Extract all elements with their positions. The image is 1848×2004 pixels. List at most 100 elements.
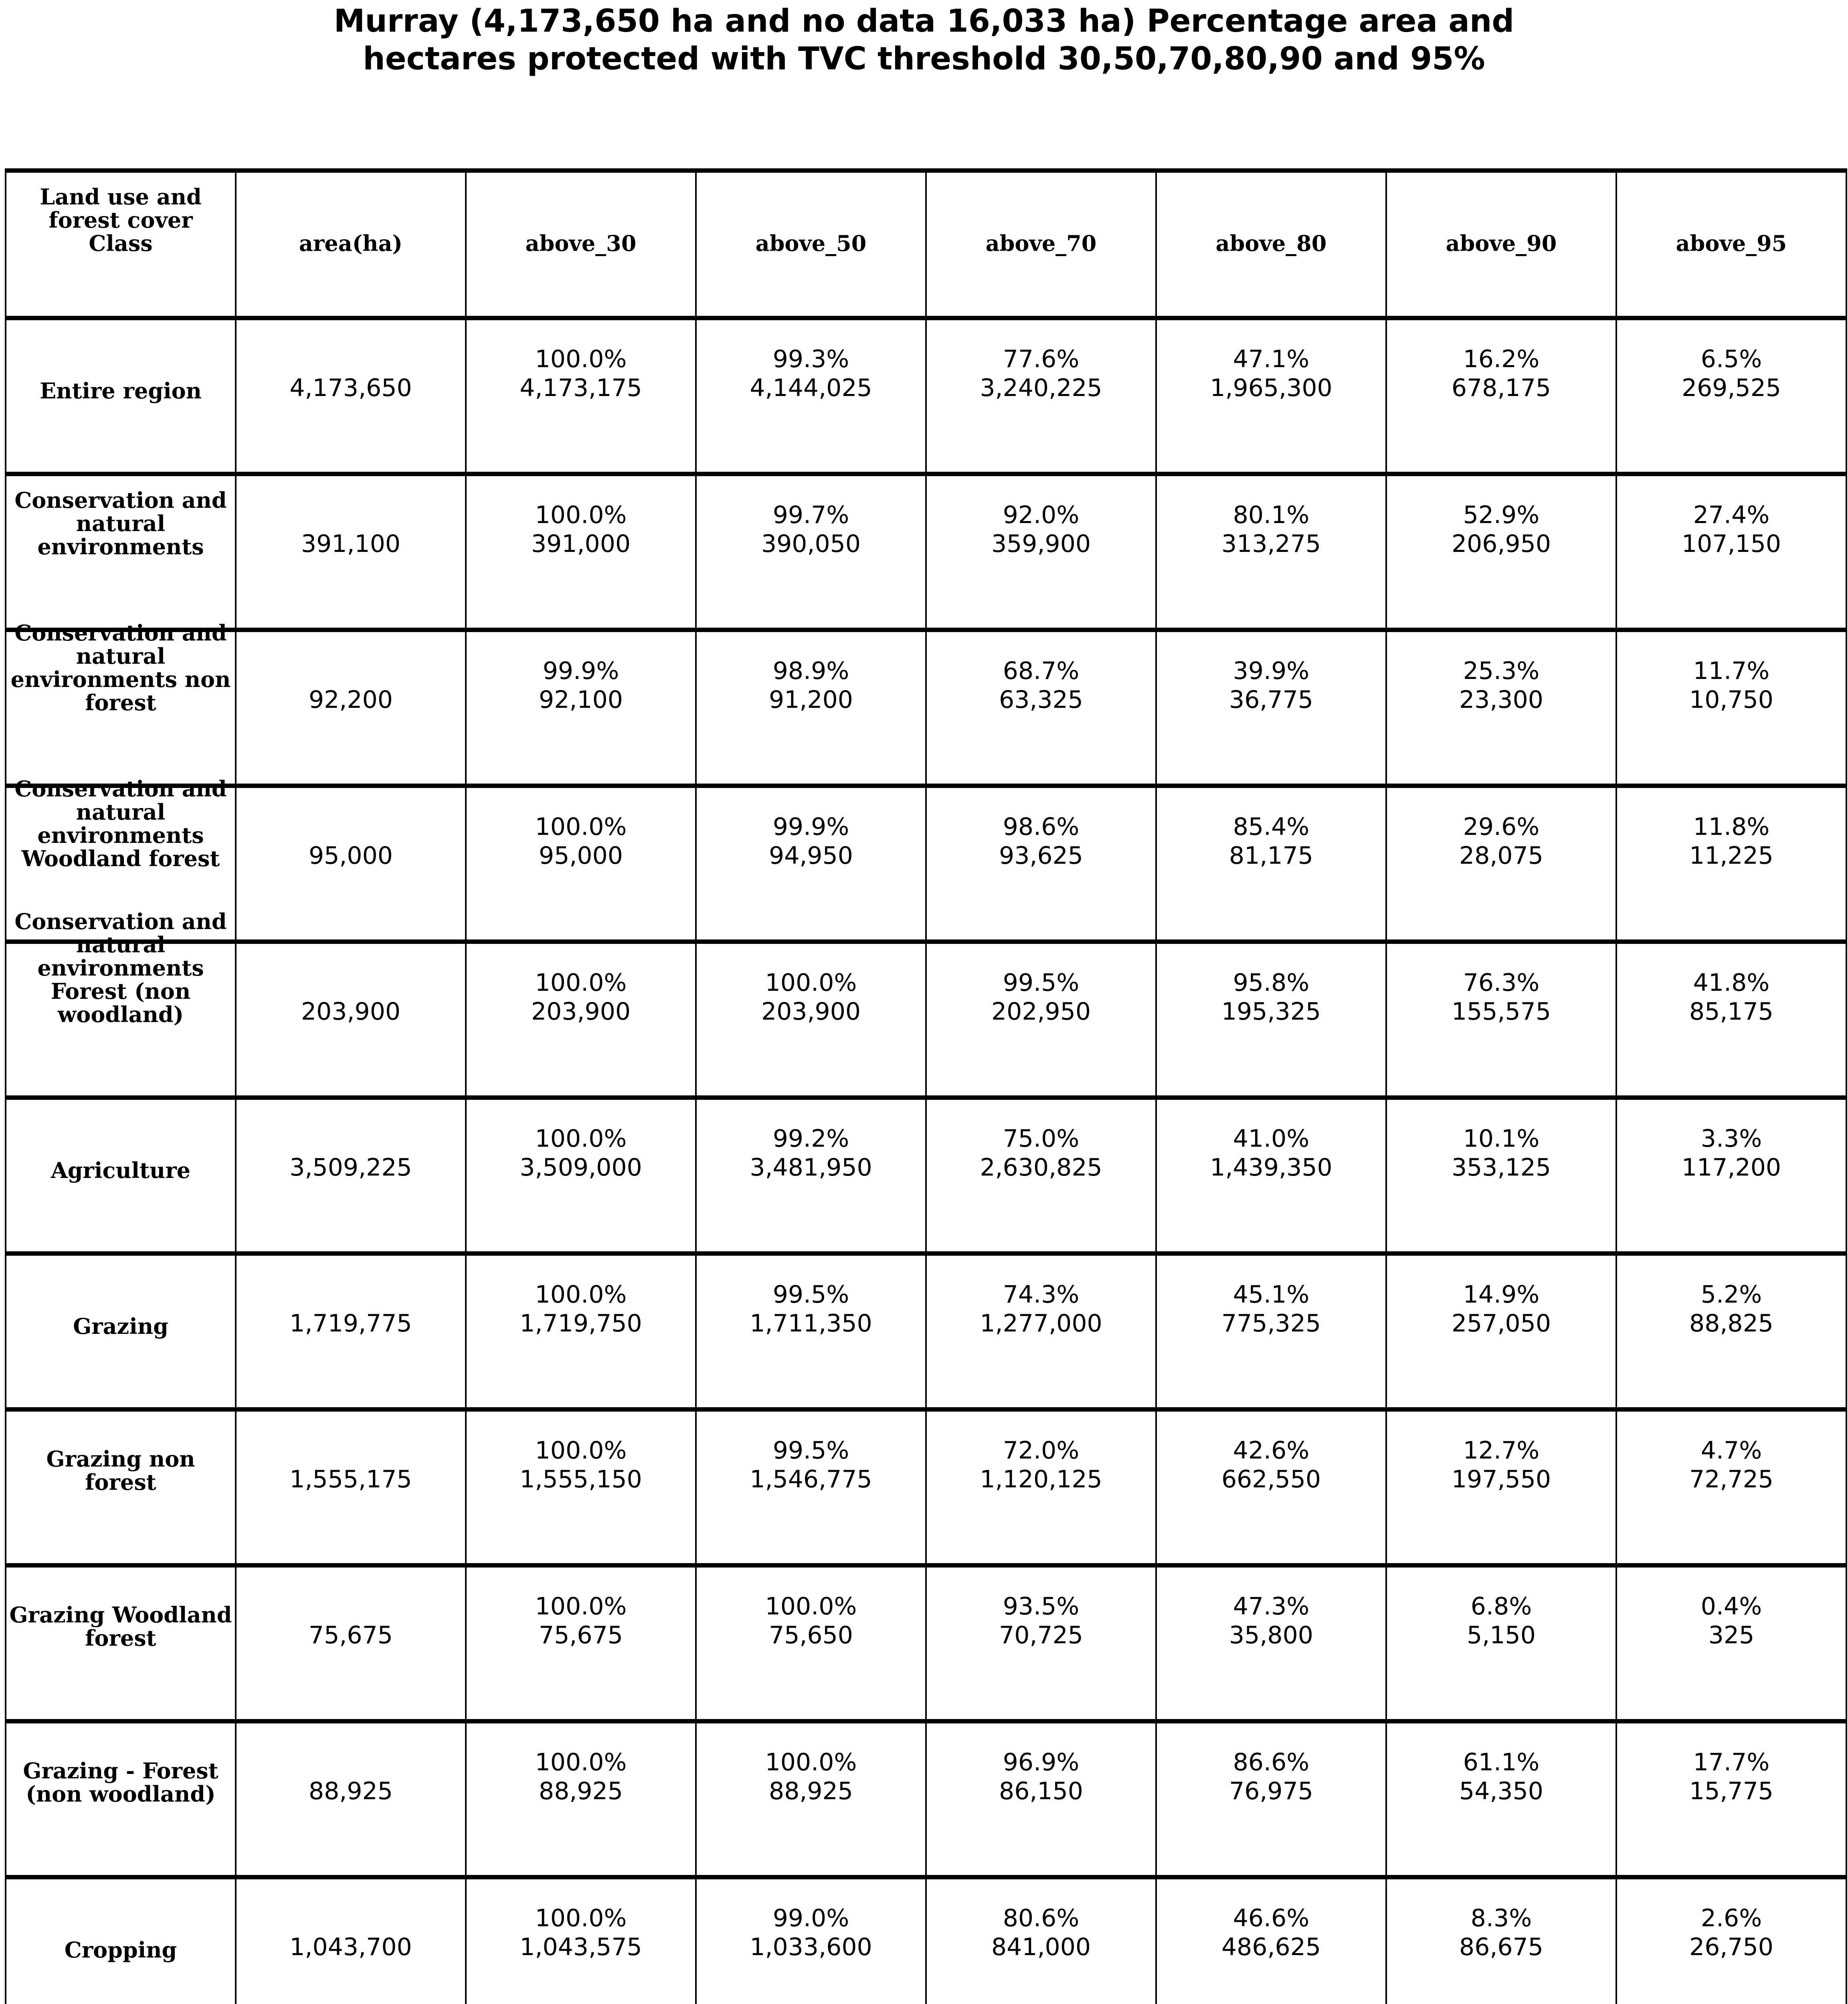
cell-values: 46.6% 486,625 [1221,1904,1321,1961]
cell-values: 86.6% 76,975 [1229,1748,1313,1805]
data-cell: 75.0% 2,630,825 [925,1100,1155,1251]
cell-values: 45.1% 775,325 [1221,1281,1321,1337]
area-cell: 92,200 [235,632,465,784]
data-cell: 47.1% 1,965,300 [1155,320,1385,472]
header-above-50: above_50 [695,173,925,316]
data-cell: 100.0% 75,650 [695,1568,925,1719]
data-cell: 100.0% 391,000 [465,476,695,628]
cell-values: 99.5% 1,711,350 [750,1281,872,1337]
data-cell: 100.0% 1,719,750 [465,1256,695,1407]
area-cell: 88,925 [235,1723,465,1875]
data-cell: 12.7% 197,550 [1385,1412,1615,1563]
data-cell: 99.0% 1,033,600 [695,1879,925,2004]
data-cell: 98.6% 93,625 [925,788,1155,939]
data-cell: 74.3% 1,277,000 [925,1256,1155,1407]
cell-values: 5.2% 88,825 [1689,1281,1773,1337]
area-value: 92,200 [309,686,393,714]
row-label-cell: Cropping [6,1879,235,2004]
table-row: Grazing 1,719,775 100.0% 1,719,750 99.5% 1… [6,1256,1846,1412]
data-cell: 80.1% 313,275 [1155,476,1385,628]
data-cell: 100.0% 203,900 [465,944,695,1095]
data-cell: 96.9% 86,150 [925,1723,1155,1875]
area-cell: 1,555,175 [235,1412,465,1563]
header-class-label: Land use and forest cover Class [40,184,202,256]
area-value: 1,555,175 [289,1465,412,1493]
data-cell: 61.1% 54,350 [1385,1723,1615,1875]
data-cell: 99.5% 1,546,775 [695,1412,925,1563]
cell-values: 100.0% 203,900 [531,969,631,1026]
data-cell: 6.5% 269,525 [1615,320,1846,472]
table-row: Conservation and natural environments Woodl… [6,777,1846,944]
cell-values: 100.0% 75,675 [535,1592,627,1649]
cell-values: 14.9% 257,050 [1451,1281,1551,1337]
data-cell: 27.4% 107,150 [1615,476,1846,628]
data-cell: 16.2% 678,175 [1385,320,1615,472]
row-label-cell: Conservation and natural environments non f… [6,621,235,784]
cell-values: 11.7% 10,750 [1689,657,1773,714]
cell-values: 39.9% 36,775 [1229,657,1313,714]
cell-values: 98.6% 93,625 [999,813,1083,870]
area-cell: 95,000 [235,788,465,939]
cell-values: 77.6% 3,240,225 [980,345,1102,402]
table-row: Conservation and natural environments Fores… [6,910,1846,1100]
row-label-cell: Grazing Woodland forest [6,1568,235,1719]
cell-values: 47.3% 35,800 [1229,1592,1313,1649]
data-cell: 85.4% 81,175 [1155,788,1385,939]
cell-values: 8.3% 86,675 [1459,1904,1543,1961]
data-cell: 14.9% 257,050 [1385,1256,1615,1407]
data-cell: 100.0% 203,900 [695,944,925,1095]
cell-values: 27.4% 107,150 [1681,501,1781,558]
table-row: Entire region 4,173,650 100.0% 4,173,175 … [6,320,1846,476]
data-cell: 8.3% 86,675 [1385,1879,1615,2004]
data-cell: 98.9% 91,200 [695,632,925,784]
table-row: Grazing - Forest (non woodland) 88,925 10… [6,1723,1846,1879]
data-cell: 100.0% 1,555,150 [465,1412,695,1563]
data-cell: 99.5% 1,711,350 [695,1256,925,1407]
row-label-cell: Conservation and natural environments Woodl… [6,777,235,939]
data-cell: 77.6% 3,240,225 [925,320,1155,472]
row-label: Conservation and natural environments non f… [10,620,231,715]
table-row: Grazing Woodland forest 75,675 100.0% 75,6… [6,1568,1846,1723]
data-cell: 0.4% 325 [1615,1568,1846,1719]
header-area-label: area(ha) [299,230,403,256]
header-above-90: above_90 [1385,173,1615,316]
cell-values: 99.0% 1,033,600 [750,1904,872,1961]
area-value: 1,719,775 [289,1309,412,1337]
header-above-30: above_30 [465,173,695,316]
cell-values: 74.3% 1,277,000 [980,1281,1102,1337]
cell-values: 100.0% 203,900 [761,969,861,1026]
row-label: Conservation and natural environments Woodl… [14,776,227,871]
data-cell: 80.6% 841,000 [925,1879,1155,2004]
cell-values: 80.6% 841,000 [991,1904,1091,1961]
area-value: 203,900 [301,998,401,1026]
cell-values: 4.7% 72,725 [1689,1436,1773,1493]
area-value: 3,509,225 [289,1154,412,1182]
cell-values: 72.0% 1,120,125 [980,1436,1102,1493]
data-cell: 41.8% 85,175 [1615,944,1846,1095]
cell-values: 3.3% 117,200 [1681,1125,1781,1182]
data-cell: 10.1% 353,125 [1385,1100,1615,1251]
data-cell: 5.2% 88,825 [1615,1256,1846,1407]
row-label-cell: Grazing [6,1256,235,1407]
data-cell: 29.6% 28,075 [1385,788,1615,939]
data-cell: 100.0% 4,173,175 [465,320,695,472]
data-cell: 92.0% 359,900 [925,476,1155,628]
data-cell: 11.7% 10,750 [1615,632,1846,784]
row-label: Entire region [40,378,202,404]
cell-values: 99.7% 390,050 [761,501,861,558]
cell-values: 6.5% 269,525 [1681,345,1781,402]
row-label: Conservation and natural environments [14,487,227,560]
cell-values: 100.0% 391,000 [531,501,631,558]
data-cell: 93.5% 70,725 [925,1568,1155,1719]
cell-values: 100.0% 75,650 [765,1592,857,1649]
cell-values: 100.0% 3,509,000 [520,1125,642,1182]
row-label-cell: Conservation and natural environments Fores… [6,910,235,1095]
data-cell: 17.7% 15,775 [1615,1723,1846,1875]
cell-values: 100.0% 4,173,175 [520,345,642,402]
table-header-row: Land use and forest cover Class area(ha) a… [6,173,1846,320]
cell-values: 96.9% 86,150 [999,1748,1083,1805]
area-cell: 1,719,775 [235,1256,465,1407]
cell-values: 61.1% 54,350 [1459,1748,1543,1805]
area-value: 95,000 [309,842,393,870]
